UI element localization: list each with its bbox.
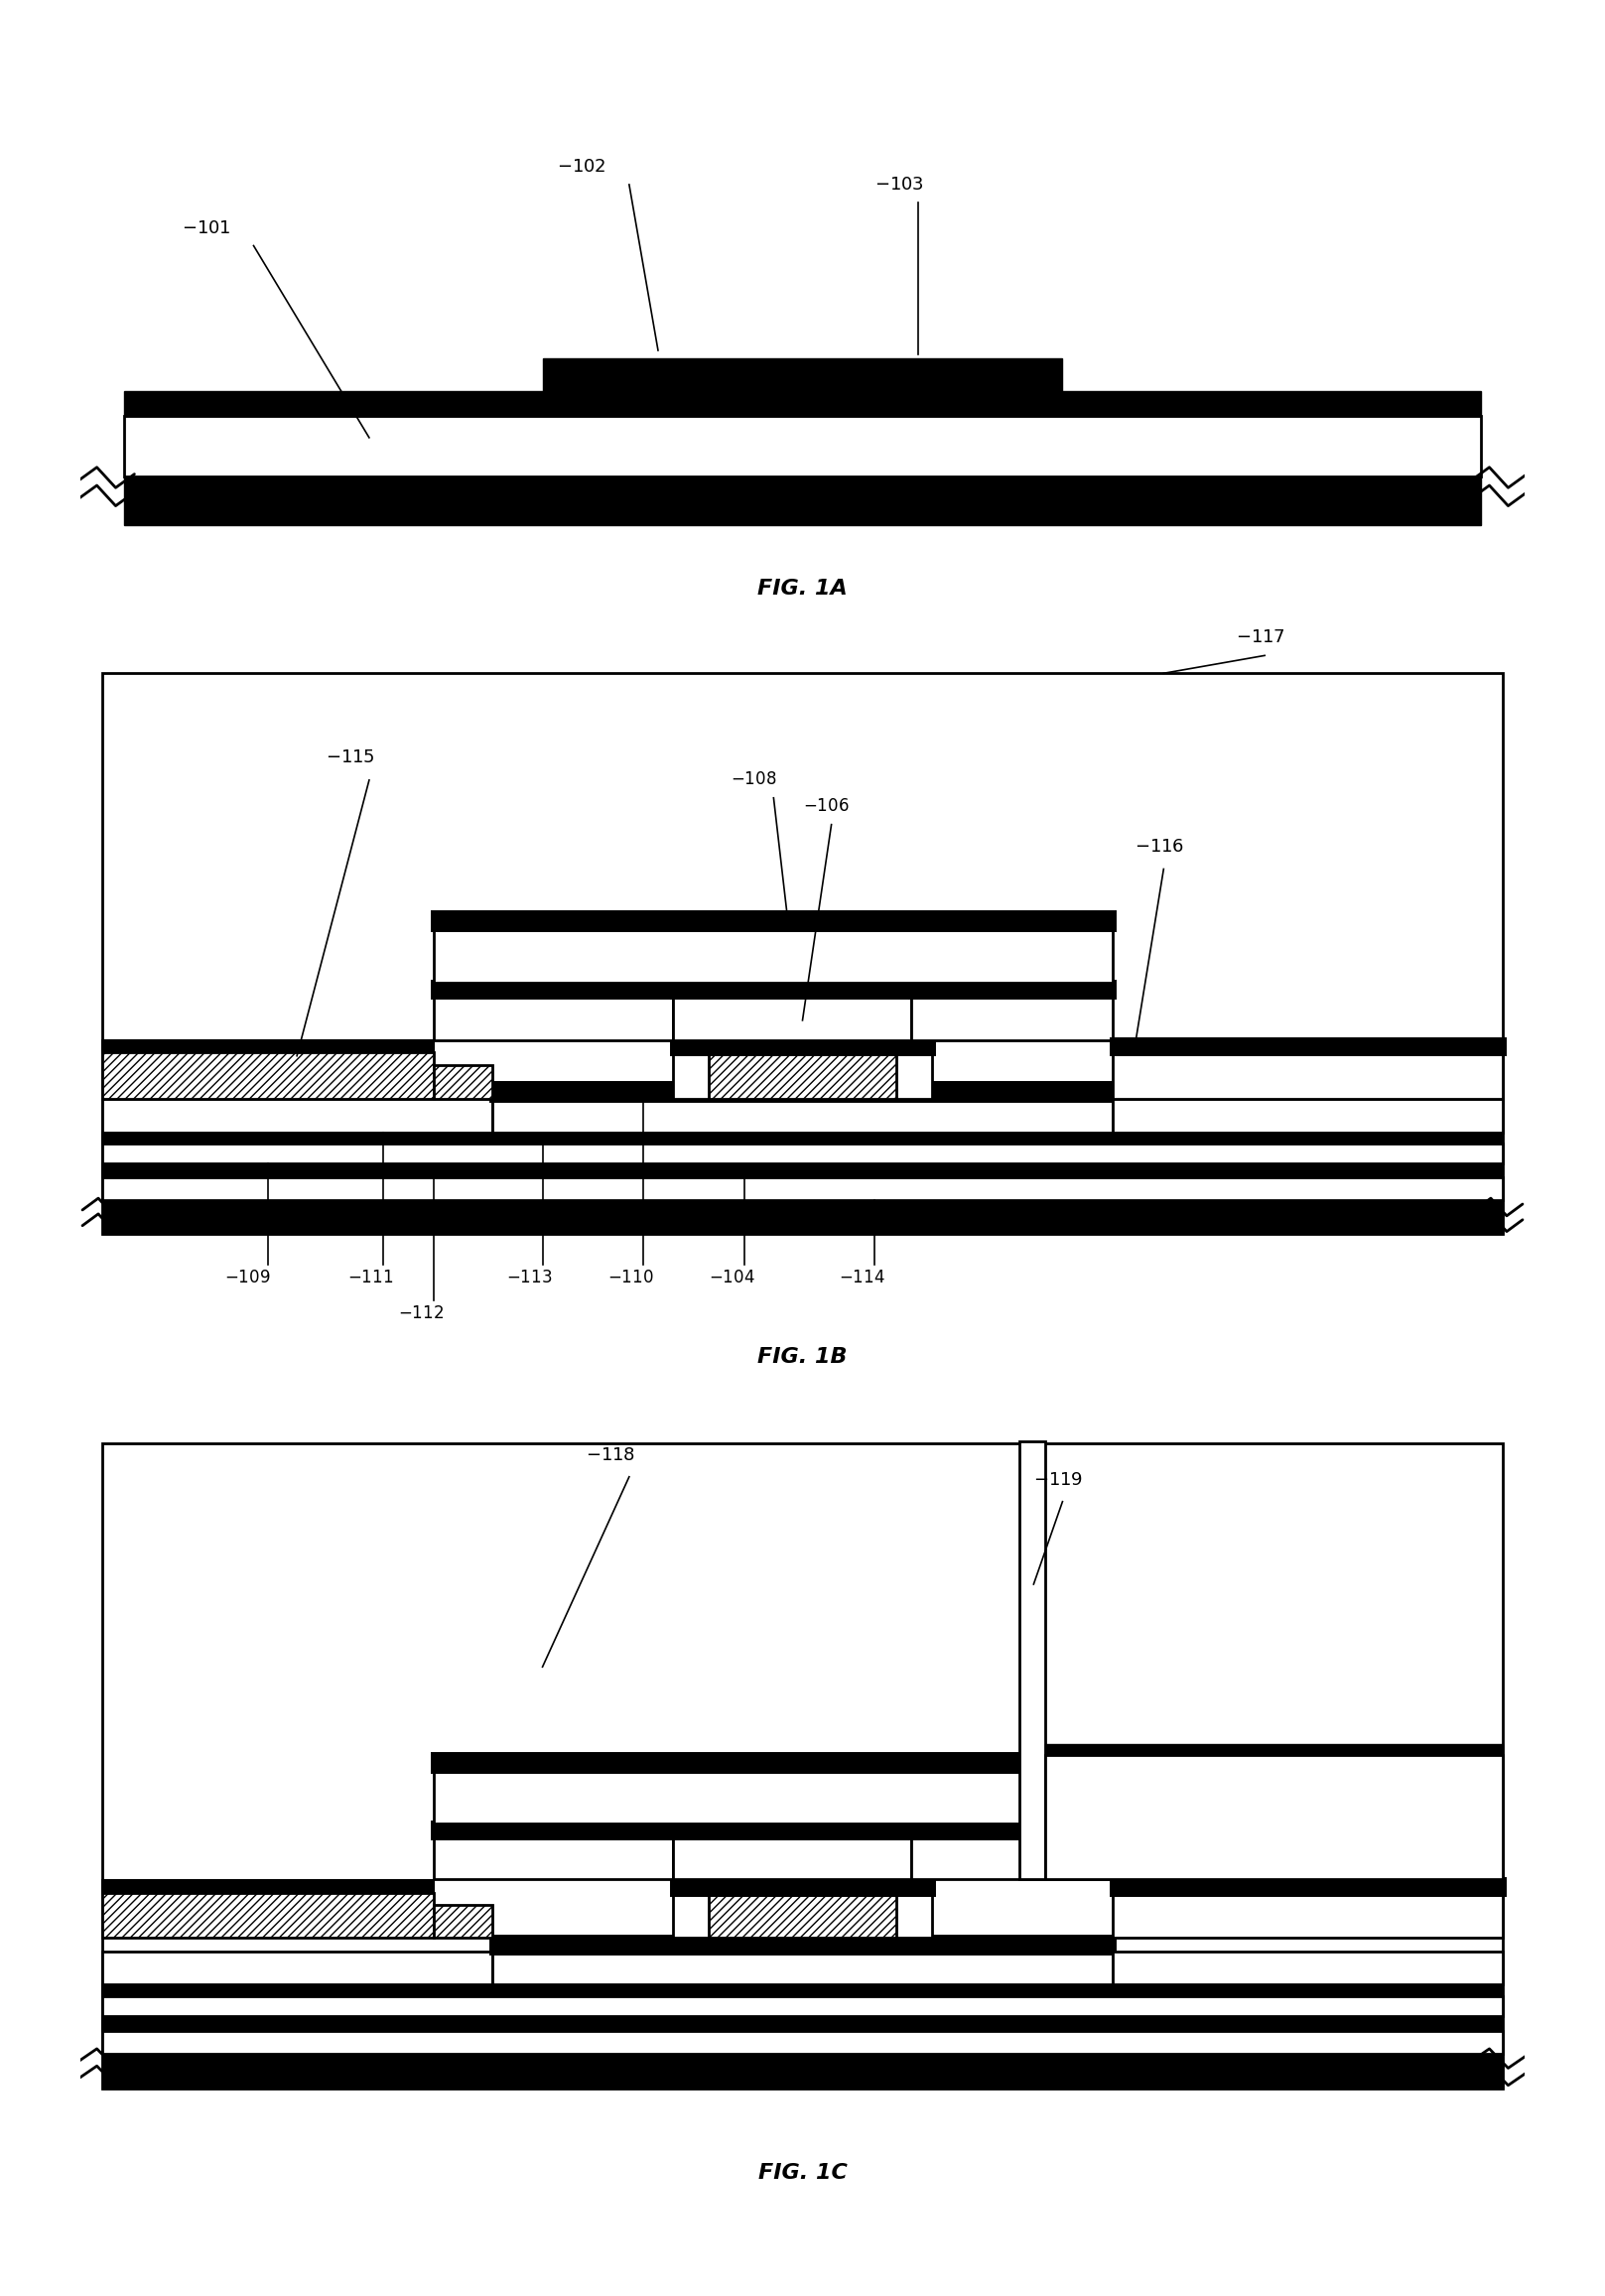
Bar: [103, 2016, 1502, 2030]
Bar: [493, 1938, 1114, 1952]
Bar: [542, 358, 1063, 390]
Bar: [124, 416, 1481, 478]
Bar: [435, 1823, 672, 1837]
Bar: [1114, 1952, 1504, 1984]
Bar: [709, 1052, 896, 1097]
Bar: [1114, 1040, 1504, 1052]
Text: FIG. 1B: FIG. 1B: [758, 1348, 847, 1366]
Text: $\mathit{-108}$: $\mathit{-108}$: [730, 771, 777, 788]
Bar: [672, 1892, 933, 1938]
Bar: [435, 914, 1114, 928]
Bar: [1045, 1756, 1504, 1880]
Bar: [103, 2030, 1502, 2053]
Bar: [672, 1837, 912, 1880]
Text: $\mathit{-110}$: $\mathit{-110}$: [607, 1270, 653, 1286]
Bar: [103, 1984, 1502, 1995]
Bar: [493, 1097, 1114, 1132]
Text: $\mathit{-118}$: $\mathit{-118}$: [586, 1446, 636, 1465]
Bar: [103, 1052, 433, 1097]
Bar: [493, 1084, 1114, 1097]
Bar: [103, 1880, 433, 1892]
Bar: [912, 983, 1114, 996]
Text: FIG. 1A: FIG. 1A: [758, 579, 847, 599]
Text: $\mathit{-109}$: $\mathit{-109}$: [225, 1270, 271, 1286]
Bar: [103, 1952, 493, 1984]
Bar: [103, 1444, 1502, 2089]
Bar: [912, 1837, 1114, 1880]
Bar: [103, 1201, 1502, 1233]
Bar: [103, 1040, 433, 1052]
Text: $\mathit{-103}$: $\mathit{-103}$: [875, 177, 924, 193]
Text: $\mathit{-112}$: $\mathit{-112}$: [398, 1304, 445, 1322]
Bar: [912, 996, 1114, 1040]
Text: $\mathit{-119}$: $\mathit{-119}$: [1034, 1472, 1083, 1490]
Bar: [103, 1132, 1502, 1143]
Bar: [672, 983, 912, 996]
Bar: [672, 1880, 933, 1892]
Bar: [435, 1906, 493, 1938]
Bar: [1019, 1442, 1045, 1880]
Bar: [493, 1952, 1114, 1984]
Bar: [672, 1040, 933, 1052]
Bar: [103, 1097, 493, 1132]
Bar: [1114, 1052, 1504, 1097]
Bar: [672, 996, 912, 1040]
Bar: [103, 2053, 1502, 2089]
Text: $\mathit{-115}$: $\mathit{-115}$: [326, 748, 376, 767]
Text: $\mathit{-114}$: $\mathit{-114}$: [839, 1270, 884, 1286]
Text: $\mathit{-116}$: $\mathit{-116}$: [1135, 838, 1184, 854]
Bar: [1045, 1743, 1504, 1756]
Text: FIG. 1C: FIG. 1C: [758, 2163, 847, 2183]
Bar: [1114, 1097, 1504, 1132]
Bar: [103, 1892, 433, 1938]
Bar: [124, 390, 1481, 416]
Bar: [1114, 1880, 1504, 1892]
Bar: [435, 983, 672, 996]
Text: $\mathit{-113}$: $\mathit{-113}$: [507, 1270, 552, 1286]
Bar: [435, 1756, 1114, 1770]
Bar: [709, 1892, 896, 1938]
Bar: [435, 996, 672, 1040]
Bar: [672, 1052, 933, 1097]
Bar: [435, 1065, 493, 1097]
Bar: [103, 673, 1502, 1233]
Text: $\mathit{-101}$: $\mathit{-101}$: [181, 220, 231, 236]
Text: $\mathit{-104}$: $\mathit{-104}$: [709, 1270, 754, 1286]
Text: $\mathit{-106}$: $\mathit{-106}$: [802, 797, 849, 815]
Text: $\mathit{-111}$: $\mathit{-111}$: [348, 1270, 393, 1286]
Bar: [435, 928, 1114, 983]
Bar: [103, 1143, 1502, 1164]
Bar: [709, 1052, 896, 1097]
Bar: [103, 1995, 1502, 2016]
Bar: [124, 478, 1481, 526]
Bar: [103, 1164, 1502, 1178]
Bar: [672, 1823, 912, 1837]
Bar: [435, 1770, 1114, 1823]
Bar: [1114, 1892, 1504, 1938]
Bar: [435, 1837, 672, 1880]
Bar: [912, 1823, 1114, 1837]
Text: $\mathit{-117}$: $\mathit{-117}$: [1236, 629, 1286, 645]
Bar: [103, 1178, 1502, 1201]
Text: $\mathit{-102}$: $\mathit{-102}$: [557, 158, 607, 177]
